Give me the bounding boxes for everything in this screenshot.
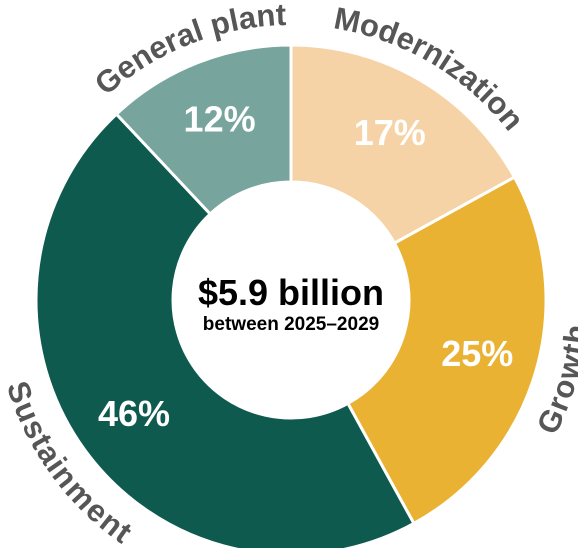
- slices-layer: [34, 43, 548, 548]
- slice-growth: [345, 175, 548, 526]
- center-period-label: between 2025–2029: [203, 314, 379, 335]
- value-label-growth: 25%: [441, 333, 513, 374]
- value-label-sustainment: 46%: [98, 393, 170, 434]
- value-label-general-plant: 12%: [184, 99, 256, 140]
- slice-sustainment: [34, 111, 416, 548]
- slice-modernization: [289, 43, 517, 246]
- value-label-modernization: 17%: [354, 112, 426, 153]
- center-total-label: $5.9 billion: [198, 272, 384, 313]
- center-label-group: $5.9 billion between 2025–2029: [198, 272, 384, 335]
- slice-general-plant: [114, 43, 293, 217]
